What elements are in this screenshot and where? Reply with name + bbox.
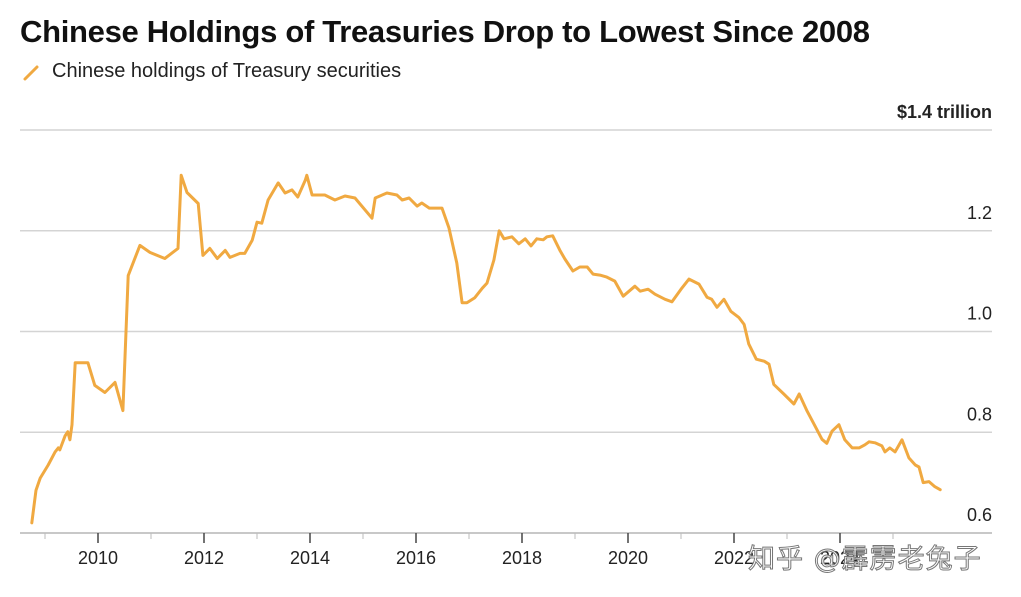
x-tick-label: 2016 [396,548,436,568]
x-tick-label: 2020 [608,548,648,568]
y-axis-unit-label: $1.4 trillion [897,102,992,122]
series-line-chinese-holdings [30,173,942,525]
watermark: 知乎 @霹雳老兔子 [748,544,982,576]
chart-title: Chinese Holdings of Treasuries Drop to L… [20,14,870,49]
grid-layer [20,129,992,433]
legend-label: Chinese holdings of Treasury securities [52,60,402,82]
x-tick-label: 2012 [184,548,224,568]
x-tick-label: 2024 [820,548,860,568]
series-layer [30,173,942,525]
x-axis [20,532,992,543]
x-axis-labels: 2010 2012 2014 2016 2018 2020 2022 2024 [78,548,860,568]
x-tick-label: 2018 [502,548,542,568]
x-tick-label: 2022 [714,548,754,568]
legend: Chinese holdings of Treasury securities [22,60,401,83]
legend-line-icon [22,62,42,82]
y-tick-label: 0.6 [967,505,992,525]
y-tick-label: 0.8 [967,404,992,424]
y-tick-label: 1.2 [967,203,992,223]
y-tick-label: 1.0 [967,304,992,324]
x-tick-label: 2014 [290,548,330,568]
y-axis-labels: $1.4 trillion 1.2 1.0 0.8 0.6 [897,102,992,525]
x-tick-label: 2010 [78,548,118,568]
